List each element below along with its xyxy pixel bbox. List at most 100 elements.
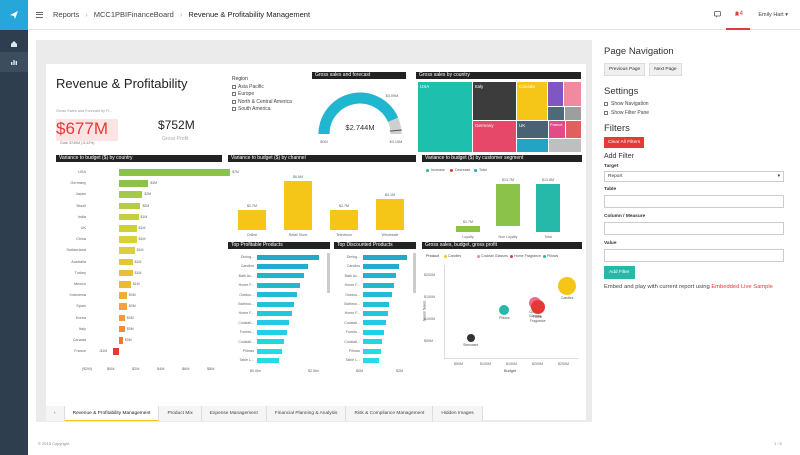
treemap-cell-germany[interactable]: Germany	[473, 121, 516, 152]
variance-segment-chart[interactable]: Increase Decrease Total $1.7M Loyalty $13.7M N…	[422, 164, 582, 242]
y-tick-label: $150M	[424, 295, 435, 299]
treemap-cell-italy[interactable]: Italy	[473, 82, 516, 120]
embed-text: Embed and play with current report using	[604, 284, 712, 290]
segment-bar	[496, 184, 520, 227]
chat-icon[interactable]	[708, 10, 726, 20]
table-input[interactable]	[604, 195, 784, 208]
product-label: Candles	[240, 264, 254, 269]
bar-value-label: $7M	[232, 170, 239, 174]
variance-bar	[119, 325, 125, 333]
region-option[interactable]: Asia Pacific	[232, 83, 292, 91]
y-tick-label: $50M	[424, 339, 433, 343]
bar-value-label: $1M	[140, 214, 148, 219]
region-option[interactable]: South America	[232, 106, 292, 114]
previous-page-button[interactable]: Previous Page	[604, 63, 646, 76]
breadcrumb-item-board[interactable]: MCC1PBIFinanceBoard	[93, 10, 174, 19]
scatter-point[interactable]	[499, 305, 510, 316]
add-filter-button[interactable]: Add Filter	[604, 266, 635, 279]
country-label: USA	[78, 170, 86, 174]
region-option[interactable]: North & Central America	[232, 98, 292, 106]
tab-product-mix[interactable]: Product Mix	[159, 406, 202, 421]
variance-country-header: Variance to budget ($) by country	[56, 155, 222, 162]
treemap-cell[interactable]	[517, 139, 548, 152]
treemap-cell[interactable]	[548, 107, 564, 120]
treemap-cell-france[interactable]: France	[549, 121, 565, 138]
kpi-gross-profit-value[interactable]: $752M	[158, 118, 195, 132]
variance-channel-header: Variance to budget ($) by channel	[228, 155, 416, 162]
target-select[interactable]: Report ▾	[604, 171, 784, 182]
checkbox[interactable]	[232, 107, 236, 112]
scrollbar[interactable]	[413, 253, 416, 293]
top-discounted-chart[interactable]: Dining... Candles Bath Ac... Home F... Outdo…	[334, 251, 416, 376]
gauge-chart[interactable]: $2.744M $0M $3.16M $3.09M	[314, 82, 406, 144]
footer-copyright: © 2015 Copyright	[38, 441, 70, 446]
bar-value-label: $3M	[150, 181, 158, 186]
x-tick-label: ($2M)	[82, 367, 92, 371]
treemap-cell[interactable]	[565, 107, 581, 120]
send-icon[interactable]	[0, 0, 28, 30]
checkbox[interactable]	[604, 101, 608, 106]
treemap-cell-usa[interactable]: USA	[418, 82, 472, 152]
menu-icon[interactable]	[36, 11, 43, 18]
reports-icon[interactable]	[0, 52, 28, 72]
tab-scroll-left[interactable]: ‹	[46, 406, 65, 421]
channel-bar	[284, 180, 312, 230]
show-filter-pane-toggle[interactable]: Show Filter Pane	[604, 108, 786, 117]
country-label: Switzerland	[66, 248, 86, 253]
variance-bar	[119, 337, 123, 344]
product-label: Dining...	[346, 255, 360, 259]
variance-bar	[119, 169, 231, 176]
treemap-cell[interactable]	[566, 121, 581, 138]
tab-financial-planning[interactable]: Financial Planning & Analysis	[266, 406, 347, 421]
next-page-button[interactable]: Next Page	[649, 63, 682, 76]
tab-expense-management[interactable]: Expense Management	[201, 406, 267, 421]
kpi-gross-sales-value[interactable]: $677M	[56, 119, 108, 138]
notification-count: 4	[739, 11, 744, 17]
scatter-point[interactable]	[558, 276, 577, 295]
embedded-live-sample-link[interactable]: Embedded Live Sample	[711, 284, 773, 290]
tab-hidden-images[interactable]: Hidden Images	[433, 406, 483, 421]
breadcrumb-item-reports[interactable]: Reports	[53, 10, 80, 19]
user-menu[interactable]: Emily Hart ▾	[758, 12, 788, 18]
tab-risk-compliance[interactable]: Risk & Compliance Management	[346, 406, 434, 421]
checkbox[interactable]	[232, 84, 236, 89]
top-profitable-chart[interactable]: Dining... Candles Bath Ac... Home F... Outdo…	[228, 251, 330, 376]
product-label: Table L...	[345, 358, 360, 363]
country-label: Canada	[72, 338, 86, 342]
breadcrumb-separator: ›	[179, 10, 183, 19]
treemap-chart[interactable]: USA Italy Canada Germany UK France	[418, 82, 581, 152]
show-navigation-toggle[interactable]: Show Navigation	[604, 99, 786, 108]
clear-all-filters-button[interactable]: Clear All Filters	[604, 137, 645, 148]
product-bar	[257, 310, 292, 316]
checkbox[interactable]	[604, 110, 608, 115]
product-bar	[363, 273, 397, 279]
treemap-cell-canada[interactable]: Canada	[517, 82, 547, 120]
x-tick-label: $8M	[207, 367, 215, 371]
variance-channel-chart[interactable]: $2.7M Online $6.6M Retail Store $2.7M Televis…	[228, 164, 416, 242]
region-option[interactable]: Europe	[232, 91, 292, 99]
top-discounted-header: Top Discounted Products	[334, 242, 416, 249]
column-measure-input[interactable]	[604, 222, 784, 235]
filters-title: Filters	[604, 123, 630, 134]
treemap-cell[interactable]	[548, 82, 563, 106]
scrollbar[interactable]	[327, 253, 330, 293]
product-label: Outdoo...	[345, 292, 360, 297]
tab-revenue-profitability[interactable]: Revenue & Profitability Management	[64, 406, 160, 421]
x-tick-label: $50M	[454, 362, 463, 366]
product-label: Home F...	[238, 283, 254, 288]
home-icon[interactable]	[0, 34, 28, 54]
treemap-cell-uk[interactable]: UK	[517, 121, 548, 138]
variance-country-chart[interactable]: USA $7M Germany $3M Japan $2M Brazil $2M India $1…	[56, 164, 239, 376]
treemap-cell[interactable]	[564, 82, 581, 106]
scatter-chart[interactable]: Product Candles Cocktail Glasses Home Fragr…	[422, 251, 582, 376]
checkbox[interactable]	[232, 92, 236, 97]
legend-label: Increase	[431, 168, 445, 172]
scatter-point[interactable]	[530, 300, 545, 315]
value-input[interactable]	[604, 249, 784, 262]
treemap-cell[interactable]	[549, 139, 581, 152]
notifications-tab[interactable]: 4	[726, 0, 751, 30]
checkbox[interactable]	[232, 99, 236, 104]
bar-value-label: $1.7M	[463, 220, 473, 225]
scatter-point[interactable]	[466, 334, 475, 343]
legend-label: Pillows	[547, 254, 559, 258]
